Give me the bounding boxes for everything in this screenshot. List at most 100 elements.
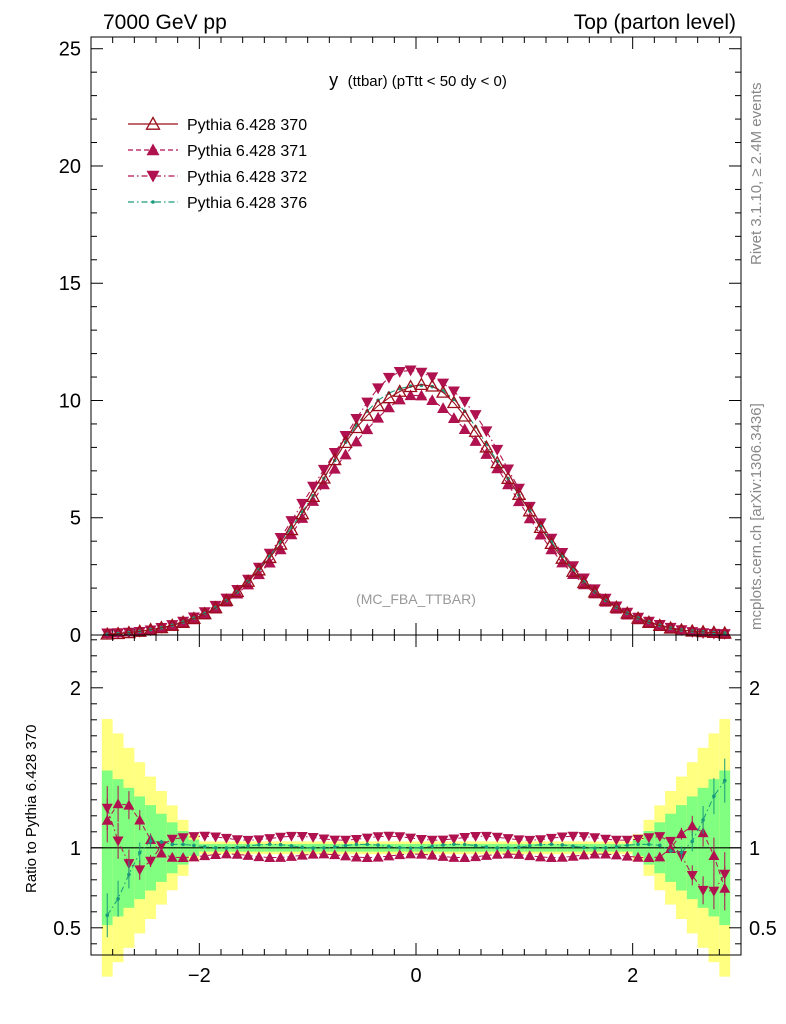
data-point — [186, 611, 202, 625]
series-1 — [100, 377, 732, 640]
data-point — [208, 600, 223, 614]
data-point — [372, 383, 385, 395]
data-point — [387, 844, 391, 849]
data-point — [329, 849, 341, 860]
data-point — [154, 620, 169, 634]
data-point — [383, 850, 395, 861]
ratio-line — [106, 803, 726, 889]
data-point — [470, 851, 482, 862]
data-point — [360, 408, 375, 421]
data-point — [567, 850, 579, 861]
header-left: 7000 GeV pp — [103, 11, 227, 34]
rivet-label: Rivet 3.1.10, ≥ 2.4M events — [748, 83, 765, 266]
data-point — [534, 528, 547, 540]
data-point — [361, 397, 374, 409]
data-point — [480, 426, 493, 438]
data-point — [567, 831, 579, 842]
data-point — [105, 913, 110, 918]
data-point — [230, 584, 245, 598]
data-point — [165, 618, 180, 631]
data-point — [495, 846, 500, 850]
data-point — [491, 848, 503, 859]
data-point — [665, 836, 677, 847]
data-point — [511, 487, 527, 500]
ratio-tick-label: 0.5 — [53, 918, 81, 940]
data-point — [328, 462, 341, 474]
data-point — [512, 495, 525, 507]
data-point — [404, 389, 417, 401]
data-point — [603, 846, 608, 850]
data-point — [610, 835, 622, 846]
data-point — [556, 832, 568, 843]
data-point — [665, 843, 677, 853]
ratio-tick-label-right: 2 — [749, 678, 760, 700]
data-point — [112, 798, 124, 809]
data-point — [340, 835, 352, 846]
data-point — [502, 848, 514, 859]
data-point — [188, 832, 200, 842]
series-line — [107, 369, 725, 635]
data-point — [340, 850, 352, 861]
data-point — [535, 851, 547, 862]
data-point — [470, 831, 482, 842]
data-point — [275, 851, 287, 862]
data-point — [576, 575, 592, 589]
data-point — [296, 849, 308, 860]
data-point — [469, 410, 482, 421]
data-point — [425, 378, 440, 392]
data-point — [134, 814, 146, 825]
data-point — [240, 574, 256, 587]
data-point — [589, 848, 601, 859]
data-point — [339, 448, 352, 460]
data-point — [717, 625, 732, 639]
data-point — [437, 402, 450, 413]
data-point — [300, 845, 305, 850]
data-point — [376, 843, 380, 847]
data-point — [415, 367, 428, 379]
ratio-tick-label: 2 — [70, 678, 81, 700]
data-point — [523, 501, 536, 513]
data-point — [392, 384, 407, 397]
data-point — [513, 835, 525, 846]
data-point — [446, 395, 462, 409]
data-point — [361, 833, 373, 844]
data-point — [524, 835, 536, 846]
legend-item: Pythia 6.428 370 — [128, 116, 307, 134]
data-point — [350, 435, 363, 447]
data-point — [686, 870, 698, 881]
data-point — [404, 365, 417, 377]
data-point — [285, 851, 297, 861]
data-point — [273, 536, 288, 550]
data-point — [192, 843, 196, 848]
data-point — [382, 372, 395, 384]
data-point — [556, 556, 569, 568]
data-point — [632, 834, 644, 845]
data-point — [462, 842, 467, 847]
data-point — [349, 420, 364, 434]
data-point — [166, 834, 178, 845]
data-point — [159, 840, 164, 844]
data-point — [415, 834, 427, 845]
data-point — [685, 623, 700, 637]
data-point — [405, 848, 417, 859]
data-point — [394, 832, 406, 843]
ratio-panel: 0.5 0.5 1 1 2 2 −2 0 2 — [53, 634, 777, 987]
data-point — [264, 852, 276, 862]
legend-label: Pythia 6.428 372 — [187, 169, 307, 186]
data-point — [284, 522, 299, 536]
data-point — [219, 593, 234, 606]
data-point — [146, 143, 160, 156]
ratio-series-4 — [105, 758, 727, 938]
chart-title-sub: (ttbar) (pTtt < 50 dy < 0) — [348, 73, 507, 90]
y-tick-label: 20 — [59, 156, 81, 178]
data-point — [365, 842, 370, 847]
data-point — [517, 845, 521, 849]
data-point — [251, 562, 267, 576]
data-point — [491, 444, 504, 456]
data-point — [318, 848, 330, 859]
data-point — [338, 435, 353, 449]
main-panel: 0 5 10 15 20 25 — [59, 36, 742, 647]
legend-label: Pythia 6.428 370 — [187, 117, 307, 134]
data-point — [231, 848, 243, 859]
